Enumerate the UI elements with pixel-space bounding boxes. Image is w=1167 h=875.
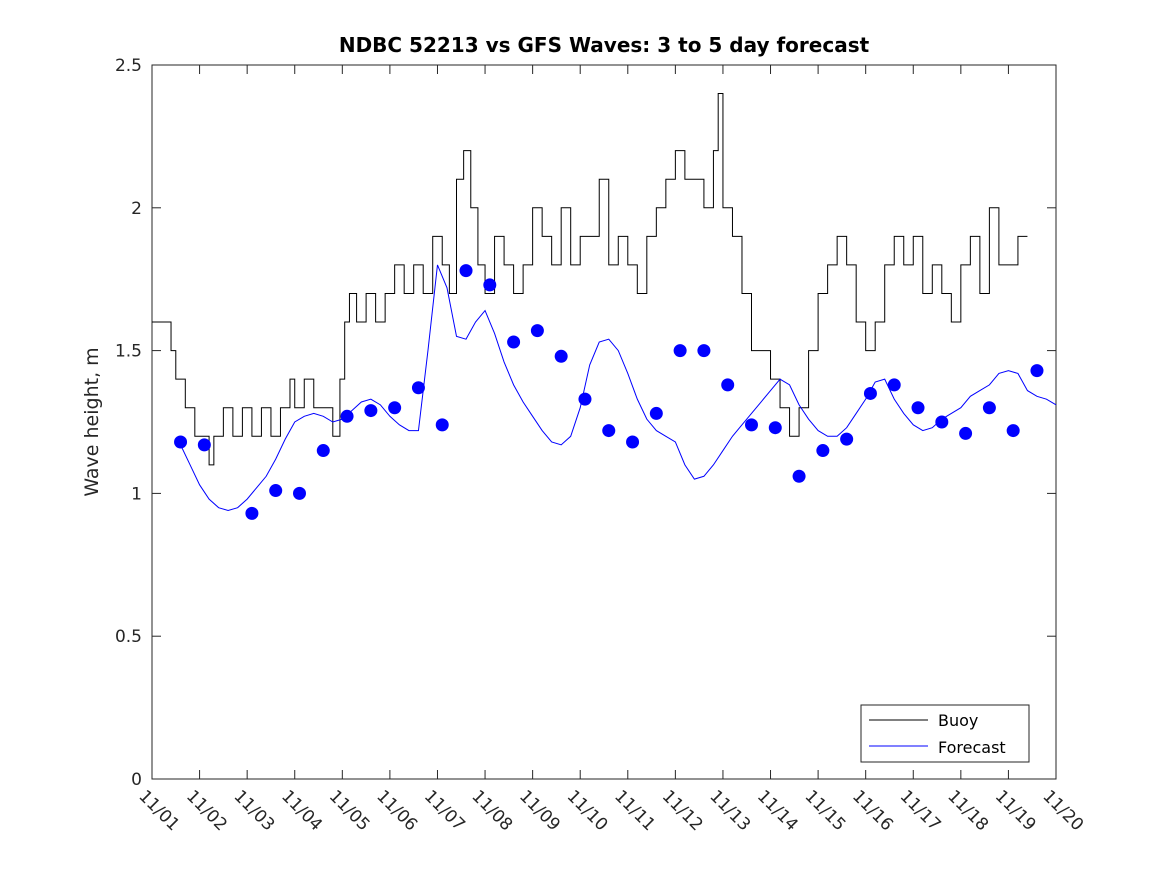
y-tick-label-3: 1.5 xyxy=(115,342,142,362)
y-tick-label-2: 1 xyxy=(131,484,142,504)
forecast-marker-20 xyxy=(673,344,687,358)
forecast-marker-5 xyxy=(316,444,330,458)
forecast-marker-16 xyxy=(578,392,592,406)
forecast-marker-11 xyxy=(459,264,473,278)
forecast-marker-3 xyxy=(269,484,283,498)
plot-area xyxy=(151,64,1057,780)
legend-box xyxy=(860,704,1030,763)
forecast-marker-0 xyxy=(174,435,188,449)
legend: Buoy Forecast xyxy=(860,704,1030,763)
y-tick-label-4: 2 xyxy=(131,199,142,219)
forecast-marker-1 xyxy=(197,438,211,452)
forecast-marker-9 xyxy=(411,381,425,395)
forecast-marker-31 xyxy=(935,415,949,429)
forecast-marker-8 xyxy=(388,401,402,415)
forecast-marker-32 xyxy=(959,426,973,440)
y-tick-label-5: 2.5 xyxy=(115,56,142,76)
forecast-marker-19 xyxy=(649,406,663,420)
forecast-marker-6 xyxy=(340,409,354,423)
y-axis-label: Wave height, m xyxy=(81,347,103,496)
forecast-marker-14 xyxy=(530,324,544,338)
forecast-marker-24 xyxy=(768,421,782,435)
forecast-marker-13 xyxy=(507,335,521,349)
y-axis: 0 0.5 1 1.5 2 2.5 xyxy=(115,56,1056,790)
series-layer xyxy=(152,93,1057,512)
forecast-marker-25 xyxy=(792,469,806,483)
forecast-marker-7 xyxy=(364,404,378,418)
y-tick-label-1: 0.5 xyxy=(115,627,142,647)
chart-title: NDBC 52213 vs GFS Waves: 3 to 5 day fore… xyxy=(339,33,870,57)
forecast-marker-29 xyxy=(887,378,901,392)
forecast-marker-10 xyxy=(435,418,449,432)
forecast-series-line xyxy=(180,264,1057,512)
buoy-series-line xyxy=(152,93,1028,466)
forecast-marker-21 xyxy=(697,344,711,358)
forecast-marker-4 xyxy=(292,486,306,500)
forecast-marker-2 xyxy=(245,506,259,520)
forecast-marker-30 xyxy=(911,401,925,415)
forecast-marker-27 xyxy=(840,432,854,446)
forecast-marker-28 xyxy=(863,386,877,400)
forecast-marker-34 xyxy=(1006,424,1020,438)
forecast-marker-22 xyxy=(721,378,735,392)
y-tick-label-0: 0 xyxy=(131,770,142,790)
forecast-marker-26 xyxy=(816,444,830,458)
plot-frame xyxy=(151,64,1057,780)
legend-buoy-label: Buoy xyxy=(938,711,978,730)
forecast-marker-12 xyxy=(483,278,497,292)
forecast-marker-17 xyxy=(602,424,616,438)
legend-forecast-label: Forecast xyxy=(938,738,1006,757)
forecast-marker-33 xyxy=(982,401,996,415)
marker-layer xyxy=(174,264,1044,520)
forecast-marker-15 xyxy=(554,349,568,363)
forecast-marker-35 xyxy=(1030,364,1044,378)
forecast-marker-18 xyxy=(626,435,640,449)
forecast-marker-23 xyxy=(744,418,758,432)
